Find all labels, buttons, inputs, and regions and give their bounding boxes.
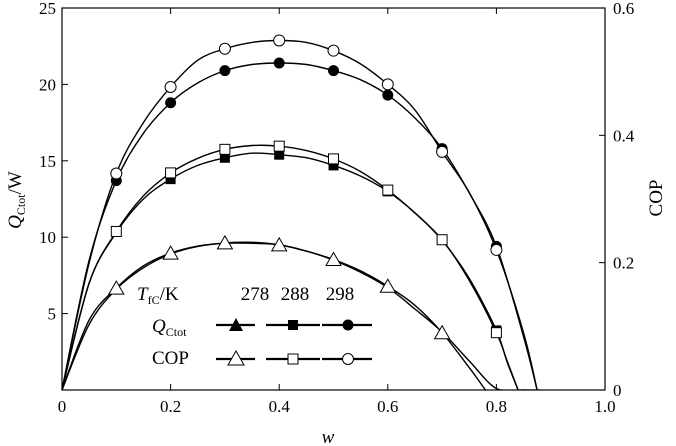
legend-temp-288: 288 <box>281 284 310 305</box>
series-line-1 <box>62 152 519 390</box>
legend-temp-278: 278 <box>241 284 270 305</box>
x-tick-label: 0.8 <box>486 397 507 416</box>
legend-cop-298 <box>322 353 372 365</box>
data-point-open-triangle <box>379 278 397 293</box>
y-left-tick-label: 10 <box>39 228 56 247</box>
data-point-open-triangle <box>270 236 288 252</box>
series-lines <box>62 39 540 390</box>
legend-row-label-cop: COP <box>152 348 189 369</box>
data-point-filled-square <box>274 149 285 160</box>
series-line-4 <box>62 144 519 390</box>
data-point-filled-square <box>219 152 230 163</box>
data-point-filled-circle <box>273 57 285 69</box>
legend-q-278 <box>216 318 255 331</box>
series-line-2 <box>62 62 538 390</box>
x-tick-label: 0.6 <box>377 397 398 416</box>
data-point-open-triangle <box>107 280 125 295</box>
data-point-filled-circle <box>328 65 339 77</box>
data-point-open-square <box>382 184 394 196</box>
x-tick-label: 1.0 <box>594 397 615 416</box>
data-point-open-square <box>219 143 231 155</box>
data-point-filled-circle <box>382 89 394 101</box>
data-point-filled-circle <box>165 97 177 109</box>
data-point-open-square <box>490 327 502 339</box>
data-point-open-circle <box>273 34 286 47</box>
x-tick-label: 0.2 <box>160 397 181 416</box>
legend-marker-filled-circle <box>342 319 354 331</box>
data-point-open-triangle <box>216 234 234 250</box>
y-right-tick-label: 0.4 <box>613 126 635 145</box>
y-right-tick-label: 0.6 <box>613 0 634 18</box>
y-left-tick-label: 25 <box>39 0 56 18</box>
series-line-5 <box>62 39 538 390</box>
y-left-axis-title: QCtot/W <box>5 171 28 229</box>
legend-temp-298: 298 <box>326 284 355 305</box>
data-point-open-circle <box>110 167 123 180</box>
data-point-open-triangle <box>325 251 342 266</box>
y-left-tick-label: 15 <box>39 152 56 171</box>
data-point-open-square <box>165 167 177 179</box>
legend-marker-filled-triangle <box>229 318 243 331</box>
y-right-tick-label: 0.2 <box>613 254 634 273</box>
x-axis-title: w <box>322 427 335 446</box>
legend-cop-278 <box>216 349 255 366</box>
data-point-open-triangle <box>162 245 179 260</box>
y-left-tick-label: 20 <box>39 75 56 94</box>
data-point-open-square <box>273 140 285 152</box>
data-point-open-circle <box>381 78 394 91</box>
legend-q-298 <box>322 319 372 331</box>
data-point-filled-circle <box>219 65 231 77</box>
y-right-tick-label: 0 <box>613 381 622 400</box>
series-line-3 <box>62 241 487 390</box>
legend-cop-288 <box>266 353 320 365</box>
legend-marker-filled-square <box>288 320 298 330</box>
legend-header-label: TfC/K <box>137 284 179 307</box>
axis-ticks: 0 0.2 0.4 0.6 0.8 1.0 5 10 15 20 25 0 0.2 0.4 0.6 <box>39 0 635 416</box>
data-point-open-square <box>328 153 339 165</box>
data-point-open-triangle <box>433 324 451 340</box>
legend-row-label-q: QCtot <box>152 316 187 339</box>
data-point-filled-square <box>165 174 176 185</box>
data-point-open-circle <box>490 243 503 256</box>
x-tick-label: 0 <box>58 397 67 416</box>
legend-q-288 <box>266 320 320 330</box>
legend-marker-open-triangle <box>227 349 245 366</box>
data-point-open-square <box>110 225 122 237</box>
data-point-filled-square <box>328 160 339 171</box>
legend-marker-open-circle <box>342 353 354 365</box>
data-point-open-circle <box>218 42 231 55</box>
y-left-tick-label: 5 <box>48 305 57 324</box>
data-point-open-circle <box>327 44 340 57</box>
series-line-0 <box>62 242 540 390</box>
data-point-open-circle <box>164 80 177 93</box>
series-markers <box>107 34 503 340</box>
data-point-open-square <box>436 234 448 246</box>
x-tick-label: 0.4 <box>269 397 291 416</box>
legend-marker-open-square <box>287 353 299 365</box>
data-point-open-circle <box>436 145 449 158</box>
y-right-axis-title: COP <box>646 180 667 217</box>
plot-frame <box>61 7 606 391</box>
legend: TfC/K 278 288 298 QCtot COP <box>137 284 372 369</box>
